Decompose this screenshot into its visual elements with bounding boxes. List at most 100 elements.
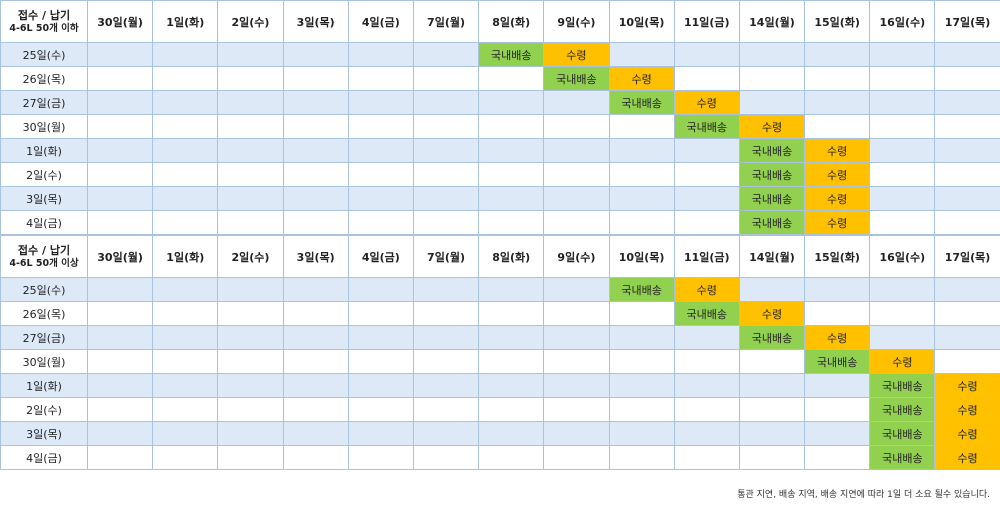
empty-cell	[412, 373, 480, 398]
empty-cell	[152, 397, 219, 422]
empty-cell	[934, 162, 1000, 187]
empty-cell	[412, 66, 480, 91]
empty-cell	[217, 210, 284, 235]
receive-cell: 수령	[934, 421, 1000, 446]
empty-cell	[673, 42, 740, 67]
empty-cell	[347, 349, 414, 374]
empty-cell	[543, 277, 610, 302]
empty-cell	[673, 397, 740, 422]
empty-cell	[673, 138, 740, 163]
schedule-row: 2일(수) 국내배송 수령	[0, 397, 1000, 422]
date-column-header: 3일(목)	[282, 235, 349, 278]
date-column-header: 16일(수)	[869, 235, 936, 278]
date-column-header: 1일(화)	[152, 0, 219, 43]
empty-cell	[282, 210, 349, 235]
empty-cell	[478, 66, 545, 91]
empty-cell	[804, 277, 871, 302]
empty-cell	[347, 397, 414, 422]
empty-cell	[478, 186, 545, 211]
corner-header-title: 접수 / 납기	[17, 8, 71, 22]
order-date-label: 3일(목)	[0, 421, 88, 446]
empty-cell	[869, 42, 936, 67]
empty-cell	[608, 210, 675, 235]
order-date-label: 4일(금)	[0, 210, 88, 235]
empty-cell	[217, 421, 284, 446]
empty-cell	[152, 445, 219, 470]
order-date-label: 26일(목)	[0, 66, 88, 91]
empty-cell	[412, 162, 480, 187]
empty-cell	[86, 162, 154, 187]
empty-cell	[282, 373, 349, 398]
domestic-shipping-cell: 국내배송	[478, 42, 545, 67]
date-column-header: 15일(화)	[804, 235, 871, 278]
empty-cell	[543, 138, 610, 163]
receive-cell: 수령	[738, 301, 806, 326]
empty-cell	[86, 421, 154, 446]
date-column-header: 10일(목)	[608, 0, 675, 43]
empty-cell	[608, 301, 675, 326]
receive-cell: 수령	[804, 162, 871, 187]
empty-cell	[152, 114, 219, 139]
order-date-label: 25일(수)	[0, 277, 88, 302]
receive-cell: 수령	[934, 397, 1000, 422]
schedule-row: 26일(목) 국내배송 수령	[0, 66, 1000, 91]
empty-cell	[217, 445, 284, 470]
empty-cell	[608, 349, 675, 374]
empty-cell	[608, 186, 675, 211]
empty-cell	[738, 445, 806, 470]
empty-cell	[217, 66, 284, 91]
order-date-label: 26일(목)	[0, 301, 88, 326]
empty-cell	[478, 277, 545, 302]
empty-cell	[412, 210, 480, 235]
domestic-shipping-cell: 국내배송	[673, 114, 740, 139]
empty-cell	[152, 90, 219, 115]
order-date-label: 1일(화)	[0, 373, 88, 398]
empty-cell	[543, 90, 610, 115]
domestic-shipping-cell: 국내배송	[543, 66, 610, 91]
empty-cell	[478, 445, 545, 470]
empty-cell	[543, 421, 610, 446]
empty-cell	[543, 114, 610, 139]
empty-cell	[673, 210, 740, 235]
empty-cell	[608, 397, 675, 422]
empty-cell	[478, 373, 545, 398]
empty-cell	[152, 186, 219, 211]
empty-cell	[282, 42, 349, 67]
empty-cell	[543, 373, 610, 398]
order-date-label: 30일(월)	[0, 114, 88, 139]
empty-cell	[282, 186, 349, 211]
order-date-label: 27일(금)	[0, 325, 88, 350]
empty-cell	[282, 349, 349, 374]
domestic-shipping-cell: 국내배송	[608, 90, 675, 115]
empty-cell	[347, 186, 414, 211]
empty-cell	[869, 66, 936, 91]
date-column-header: 2일(수)	[217, 235, 284, 278]
date-column-header: 11일(금)	[673, 235, 740, 278]
empty-cell	[347, 210, 414, 235]
date-column-header: 9일(수)	[543, 235, 610, 278]
date-column-header: 8일(화)	[478, 235, 545, 278]
receive-cell: 수령	[804, 210, 871, 235]
empty-cell	[217, 114, 284, 139]
empty-cell	[86, 210, 154, 235]
empty-cell	[217, 90, 284, 115]
domestic-shipping-cell: 국내배송	[804, 349, 871, 374]
date-column-header: 3일(목)	[282, 0, 349, 43]
empty-cell	[608, 42, 675, 67]
schedule-row: 3일(목) 국내배송 수령	[0, 421, 1000, 446]
empty-cell	[152, 138, 219, 163]
empty-cell	[608, 325, 675, 350]
empty-cell	[804, 114, 871, 139]
schedule-row: 4일(금) 국내배송 수령	[0, 210, 1000, 235]
empty-cell	[282, 445, 349, 470]
order-date-label: 3일(목)	[0, 186, 88, 211]
receive-cell: 수령	[543, 42, 610, 67]
empty-cell	[934, 277, 1000, 302]
date-column-header: 15일(화)	[804, 0, 871, 43]
receive-cell: 수령	[934, 373, 1000, 398]
receive-cell: 수령	[804, 325, 871, 350]
order-date-label: 2일(수)	[0, 162, 88, 187]
order-date-label: 27일(금)	[0, 90, 88, 115]
date-column-header: 17일(목)	[934, 235, 1000, 278]
